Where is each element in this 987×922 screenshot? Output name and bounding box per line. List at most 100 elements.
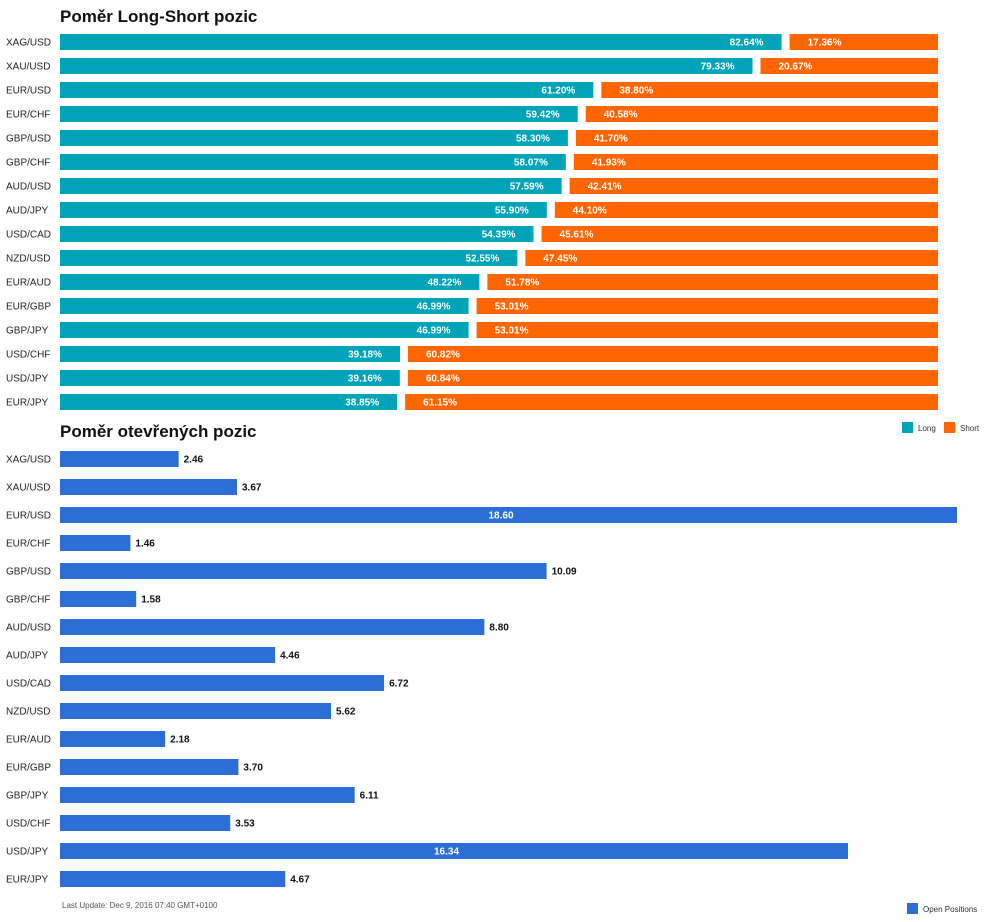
category-label-gbp-usd: GBP/USD: [6, 134, 51, 145]
short-bar-eur-jpy: [405, 394, 938, 410]
open-positions-bar-gbp-jpy: [60, 787, 355, 803]
short-bar-eur-gbp: [476, 298, 938, 314]
category-label-eur-chf: EUR/CHF: [6, 110, 50, 121]
long-bar-gbp-chf: [60, 154, 566, 170]
open-positions-bar-eur-usd: [60, 507, 957, 523]
chart-title-open-positions: Poměr otevřených pozic: [60, 422, 257, 441]
long-value-label-usd-cad: 54.39%: [482, 230, 516, 241]
long-bar-eur-aud: [60, 274, 480, 290]
open-category-label-usd-cad: USD/CAD: [6, 679, 51, 690]
open-positions-bar-eur-chf: [60, 535, 131, 551]
long-bar-aud-usd: [60, 178, 562, 194]
short-bar-eur-aud: [487, 274, 938, 290]
category-label-eur-jpy: EUR/JPY: [6, 398, 49, 409]
open-category-label-aud-usd: AUD/USD: [6, 623, 51, 634]
open-category-label-xau-usd: XAU/USD: [6, 483, 50, 494]
open-positions-value-label-aud-jpy: 4.46: [280, 651, 300, 662]
category-label-gbp-jpy: GBP/JPY: [6, 326, 49, 337]
long-bar-xau-usd: [60, 58, 753, 74]
long-bar-usd-chf: [60, 346, 401, 362]
category-label-aud-jpy: AUD/JPY: [6, 206, 49, 217]
long-bar-eur-jpy: [60, 394, 398, 410]
short-value-label-usd-jpy: 60.84%: [426, 374, 460, 385]
open-positions-bar-eur-aud: [60, 731, 166, 747]
legend-swatch-open-positions: [907, 903, 918, 914]
open-positions-value-label-nzd-usd: 5.62: [336, 707, 356, 718]
open-positions-bar-gbp-usd: [60, 563, 547, 579]
open-positions-bar-aud-jpy: [60, 647, 276, 663]
open-positions-bar-usd-chf: [60, 815, 231, 831]
long-value-label-aud-jpy: 55.90%: [495, 206, 529, 217]
legend-label-short: Short: [960, 424, 980, 433]
open-positions-bar-nzd-usd: [60, 703, 332, 719]
short-bar-usd-chf: [408, 346, 939, 362]
long-value-label-gbp-usd: 58.30%: [516, 134, 550, 145]
long-value-label-eur-usd: 61.20%: [541, 86, 575, 97]
open-category-label-aud-jpy: AUD/JPY: [6, 651, 49, 662]
long-bar-gbp-usd: [60, 130, 568, 146]
short-value-label-eur-chf: 40.58%: [604, 110, 638, 121]
short-value-label-gbp-jpy: 53.01%: [495, 326, 529, 337]
open-positions-value-label-eur-jpy: 4.67: [290, 875, 310, 886]
long-value-label-eur-chf: 59.42%: [526, 110, 560, 121]
open-category-label-usd-chf: USD/CHF: [6, 819, 50, 830]
short-value-label-nzd-usd: 47.45%: [543, 254, 577, 265]
legend-label-long: Long: [918, 424, 936, 433]
long-value-label-xag-usd: 82.64%: [730, 38, 764, 49]
open-positions-bar-aud-usd: [60, 619, 485, 635]
short-value-label-xau-usd: 20.67%: [779, 62, 813, 73]
short-value-label-usd-chf: 60.82%: [426, 350, 460, 361]
open-positions-bar-gbp-chf: [60, 591, 137, 607]
short-bar-xag-usd: [789, 34, 938, 50]
category-label-gbp-chf: GBP/CHF: [6, 158, 50, 169]
short-value-label-eur-jpy: 61.15%: [423, 398, 457, 409]
long-bar-eur-usd: [60, 82, 594, 98]
short-bar-usd-cad: [541, 226, 938, 242]
long-value-label-gbp-chf: 58.07%: [514, 158, 548, 169]
short-value-label-eur-aud: 51.78%: [505, 278, 539, 289]
category-label-nzd-usd: NZD/USD: [6, 254, 50, 265]
legend-swatch-long: [902, 422, 913, 433]
short-value-label-aud-usd: 42.41%: [588, 182, 622, 193]
open-category-label-eur-usd: EUR/USD: [6, 511, 51, 522]
open-category-label-nzd-usd: NZD/USD: [6, 707, 50, 718]
long-bar-gbp-jpy: [60, 322, 469, 338]
long-bar-aud-jpy: [60, 202, 547, 218]
open-positions-value-label-gbp-jpy: 6.11: [360, 791, 379, 802]
short-value-label-gbp-chf: 41.93%: [592, 158, 626, 169]
short-value-label-eur-gbp: 53.01%: [495, 302, 529, 313]
category-label-usd-cad: USD/CAD: [6, 230, 51, 241]
short-bar-gbp-chf: [573, 154, 938, 170]
long-bar-usd-cad: [60, 226, 534, 242]
open-category-label-eur-chf: EUR/CHF: [6, 539, 50, 550]
open-positions-bar-eur-jpy: [60, 871, 286, 887]
open-category-label-eur-gbp: EUR/GBP: [6, 763, 51, 774]
open-positions-value-label-gbp-usd: 10.09: [552, 567, 577, 578]
short-value-label-gbp-usd: 41.70%: [594, 134, 628, 145]
category-label-usd-chf: USD/CHF: [6, 350, 50, 361]
long-value-label-xau-usd: 79.33%: [701, 62, 735, 73]
short-bar-eur-chf: [585, 106, 938, 122]
open-category-label-gbp-chf: GBP/CHF: [6, 595, 50, 606]
long-bar-nzd-usd: [60, 250, 518, 266]
long-value-label-aud-usd: 57.59%: [510, 182, 544, 193]
short-value-label-eur-usd: 38.80%: [619, 86, 653, 97]
short-value-label-usd-cad: 45.61%: [560, 230, 594, 241]
short-value-label-xag-usd: 17.36%: [808, 38, 842, 49]
long-bar-eur-gbp: [60, 298, 469, 314]
open-positions-value-label-xag-usd: 2.46: [184, 455, 204, 466]
open-positions-value-label-eur-aud: 2.18: [170, 735, 190, 746]
open-positions-value-label-usd-jpy: 16.34: [434, 847, 459, 858]
open-positions-bar-usd-jpy: [60, 843, 849, 859]
open-category-label-eur-jpy: EUR/JPY: [6, 875, 49, 886]
short-bar-gbp-jpy: [476, 322, 938, 338]
long-bar-xag-usd: [60, 34, 782, 50]
short-bar-aud-jpy: [554, 202, 938, 218]
open-positions-bar-eur-gbp: [60, 759, 239, 775]
open-category-label-eur-aud: EUR/AUD: [6, 735, 51, 746]
category-label-eur-aud: EUR/AUD: [6, 278, 51, 289]
short-bar-eur-usd: [601, 82, 938, 98]
open-positions-value-label-eur-gbp: 3.70: [243, 763, 263, 774]
category-label-usd-jpy: USD/JPY: [6, 374, 49, 385]
long-value-label-usd-jpy: 39.16%: [348, 374, 382, 385]
